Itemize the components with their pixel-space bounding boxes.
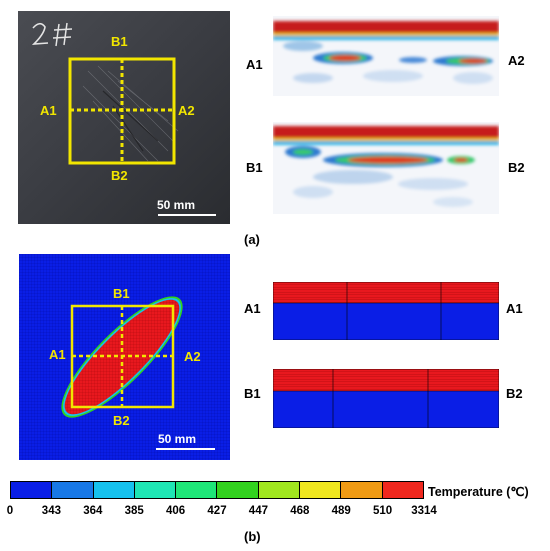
colorbar-segment — [217, 482, 259, 498]
photo-scale-bar-text: 50 mm — [157, 198, 196, 212]
photo-label-b2: B2 — [111, 168, 128, 183]
section-b-left-label: B1 — [244, 386, 261, 401]
photo-label-a1: A1 — [40, 103, 57, 118]
colorbar-tick-label: 406 — [166, 505, 186, 517]
cross-section-b — [273, 369, 499, 428]
section-a-right-label: A1 — [506, 301, 523, 316]
colorbar-segment — [258, 482, 301, 498]
panel-a-label: (a) — [244, 232, 260, 247]
photo-label-b1: B1 — [111, 34, 128, 49]
colorbar-tick-label: 468 — [290, 505, 310, 517]
colorbar-tick-label: 364 — [83, 505, 103, 517]
colorbar-tick-label: 427 — [207, 505, 227, 517]
colorbar-segment — [134, 482, 177, 498]
sim-label-b2: B2 — [113, 413, 130, 428]
handwritten-mark — [31, 22, 73, 47]
colorbar-segment — [52, 482, 94, 498]
panel-b-label: (b) — [244, 529, 261, 544]
ultrasonic-scan-a — [273, 16, 499, 96]
colorbar-tick-label: 489 — [331, 505, 351, 517]
colorbar-segment — [11, 482, 53, 498]
colorbar-segment — [300, 482, 342, 498]
colorbar-tick-label: 0 — [6, 505, 14, 517]
cross-section-a — [273, 282, 499, 340]
sim-label-a1: A1 — [49, 347, 66, 362]
colorbar-tick-label: 385 — [124, 505, 144, 517]
colorbar-segment — [341, 482, 383, 498]
simulation-temperature-field — [19, 254, 230, 460]
temperature-colorbar — [10, 481, 424, 499]
sim-scale-bar-text: 50 mm — [158, 432, 197, 446]
ultrasonic-scan-b — [273, 122, 499, 214]
section-a-left-label: A1 — [244, 301, 261, 316]
scan-b-left-label: B1 — [246, 160, 263, 175]
section-b-right-label: B2 — [506, 386, 523, 401]
colorbar-tick-label: 510 — [373, 505, 393, 517]
colorbar-tick-label: 3314 — [411, 505, 437, 517]
colorbar-title: Temperature (℃) — [428, 485, 529, 499]
colorbar-tick-label: 343 — [41, 505, 61, 517]
scan-b-right-label: B2 — [508, 160, 525, 175]
colorbar-segment — [176, 482, 218, 498]
sim-label-a2: A2 — [184, 349, 201, 364]
sim-label-b1: B1 — [113, 286, 130, 301]
photo-label-a2: A2 — [178, 103, 195, 118]
scan-a-right-label: A2 — [508, 53, 525, 68]
colorbar-segment — [93, 482, 135, 498]
colorbar-segment — [382, 482, 423, 498]
colorbar-tick-label: 447 — [248, 505, 268, 517]
specimen-photo — [18, 11, 230, 224]
scan-a-left-label: A1 — [246, 57, 263, 72]
